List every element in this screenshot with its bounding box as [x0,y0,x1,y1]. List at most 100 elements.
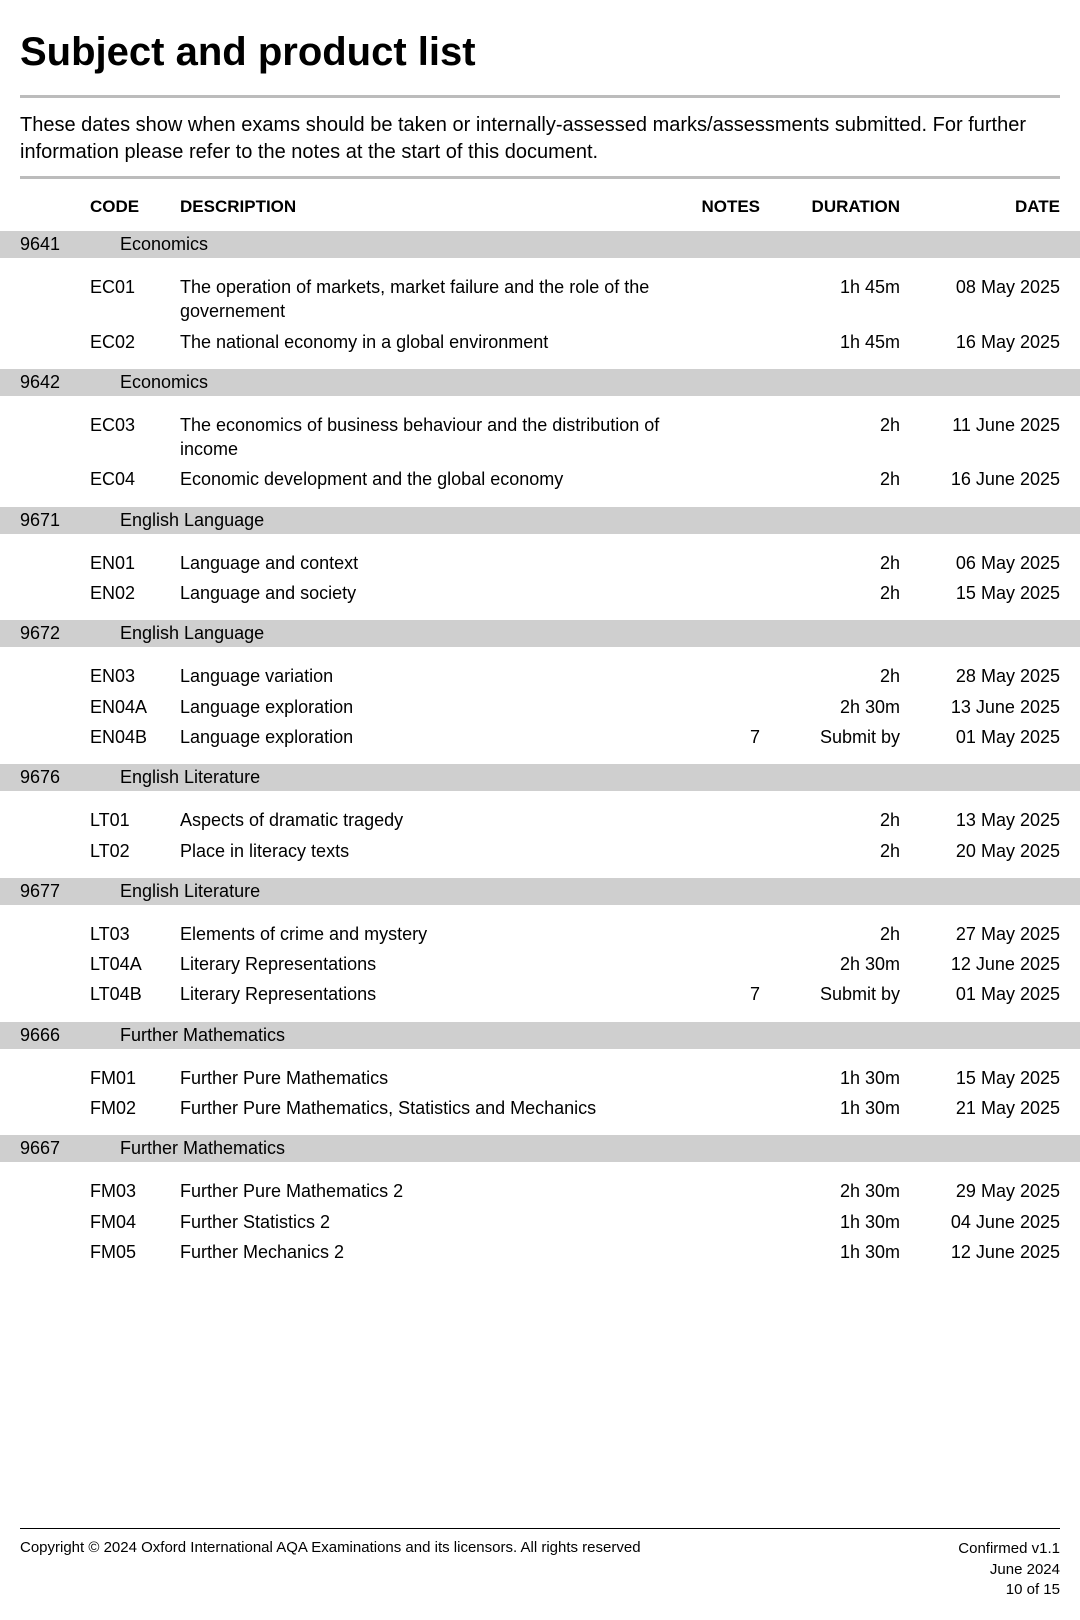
row-code: FM04 [90,1210,180,1234]
row-date: 20 May 2025 [900,839,1060,863]
row-description: Language exploration [180,725,680,749]
row-code: EN01 [90,551,180,575]
table-row: EN02Language and society2h15 May 2025 [20,578,1060,608]
row-description: Place in literacy texts [180,839,680,863]
row-date: 12 June 2025 [900,1240,1060,1264]
page-title: Subject and product list [20,30,1060,75]
group-name: English Literature [120,881,260,902]
row-description: Further Pure Mathematics, Statistics and… [180,1096,680,1120]
row-date: 06 May 2025 [900,551,1060,575]
row-duration: 2h [760,922,900,946]
table-row: FM02Further Pure Mathematics, Statistics… [20,1093,1060,1123]
row-notes [680,839,760,863]
row-date: 01 May 2025 [900,982,1060,1006]
row-notes [680,1066,760,1090]
row-code: FM03 [90,1179,180,1203]
row-notes [680,1240,760,1264]
row-duration: 1h 30m [760,1240,900,1264]
row-notes [680,808,760,832]
row-duration: 2h [760,581,900,605]
row-code: LT04B [90,982,180,1006]
footer-version: Confirmed v1.1 [958,1539,1060,1559]
row-notes [680,330,760,354]
row-code: LT01 [90,808,180,832]
group-code: 9641 [20,234,120,255]
table-row: LT01Aspects of dramatic tragedy2h13 May … [20,805,1060,835]
table-row: LT03Elements of crime and mystery2h27 Ma… [20,919,1060,949]
row-code: FM01 [90,1066,180,1090]
row-date: 16 May 2025 [900,330,1060,354]
group-code: 9667 [20,1138,120,1159]
row-notes: 7 [680,982,760,1006]
row-duration: 2h [760,808,900,832]
header-date: DATE [900,197,1060,217]
row-notes [680,922,760,946]
group-header: 9677English Literature [0,878,1080,905]
row-duration: Submit by [760,982,900,1006]
row-description: Aspects of dramatic tragedy [180,808,680,832]
table-row: EC04Economic development and the global … [20,464,1060,494]
row-duration: 2h [760,413,900,462]
table-row: EN04BLanguage exploration7Submit by01 Ma… [20,722,1060,752]
row-date: 15 May 2025 [900,1066,1060,1090]
group-code: 9666 [20,1025,120,1046]
row-description: Further Pure Mathematics 2 [180,1179,680,1203]
row-code: EN03 [90,664,180,688]
table-row: FM01Further Pure Mathematics1h 30m15 May… [20,1063,1060,1093]
row-notes: 7 [680,725,760,749]
intro-text: These dates show when exams should be ta… [20,112,1060,166]
row-date: 13 June 2025 [900,695,1060,719]
table-row: EN04ALanguage exploration2h 30m13 June 2… [20,692,1060,722]
row-duration: 2h [760,839,900,863]
row-notes [680,664,760,688]
table-row: EC02The national economy in a global env… [20,327,1060,357]
group-name: Further Mathematics [120,1025,285,1046]
group-name: Economics [120,372,208,393]
row-description: Further Statistics 2 [180,1210,680,1234]
row-description: The operation of markets, market failure… [180,275,680,324]
row-description: Language variation [180,664,680,688]
group-name: English Language [120,623,264,644]
row-duration: 1h 45m [760,275,900,324]
group-header: 9676English Literature [0,764,1080,791]
row-code: EC04 [90,467,180,491]
table-row: EC01The operation of markets, market fai… [20,272,1060,327]
table-header: CODE DESCRIPTION NOTES DURATION DATE [20,179,1060,231]
row-date: 29 May 2025 [900,1179,1060,1203]
row-duration: Submit by [760,725,900,749]
table-row: FM03Further Pure Mathematics 22h 30m29 M… [20,1176,1060,1206]
group-name: Further Mathematics [120,1138,285,1159]
row-date: 12 June 2025 [900,952,1060,976]
table-row: EN01Language and context2h06 May 2025 [20,548,1060,578]
group-code: 9677 [20,881,120,902]
row-duration: 1h 30m [760,1210,900,1234]
row-date: 08 May 2025 [900,275,1060,324]
row-description: Literary Representations [180,952,680,976]
row-duration: 1h 30m [760,1096,900,1120]
row-code: FM02 [90,1096,180,1120]
row-description: Literary Representations [180,982,680,1006]
header-duration: DURATION [760,197,900,217]
row-code: EN04B [90,725,180,749]
row-code: LT03 [90,922,180,946]
groups-container: 9641EconomicsEC01The operation of market… [20,231,1060,1279]
group-name: Economics [120,234,208,255]
row-notes [680,952,760,976]
group-code: 9672 [20,623,120,644]
row-duration: 2h 30m [760,952,900,976]
group-code: 9676 [20,767,120,788]
table-row: LT04BLiterary Representations7Submit by0… [20,979,1060,1009]
row-code: EN02 [90,581,180,605]
row-notes [680,581,760,605]
row-duration: 2h [760,551,900,575]
footer-page: 10 of 15 [958,1580,1060,1600]
row-description: Further Pure Mathematics [180,1066,680,1090]
row-description: Further Mechanics 2 [180,1240,680,1264]
row-date: 21 May 2025 [900,1096,1060,1120]
row-description: Economic development and the global econ… [180,467,680,491]
row-notes [680,467,760,491]
row-date: 15 May 2025 [900,581,1060,605]
header-description: DESCRIPTION [180,197,680,217]
footer-copyright: Copyright © 2024 Oxford International AQ… [20,1539,641,1556]
row-notes [680,1096,760,1120]
